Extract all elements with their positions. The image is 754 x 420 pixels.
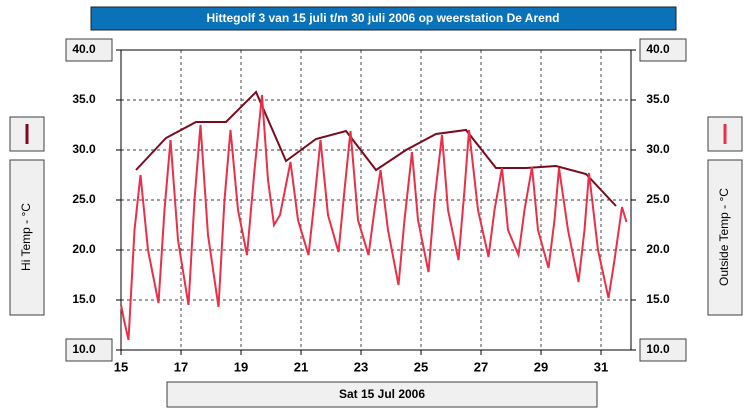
x-tick-label: 25 xyxy=(414,359,428,374)
x-tick-label: 23 xyxy=(354,359,368,374)
x-tick-label: 17 xyxy=(174,359,188,374)
y2-tick-label: 10.0 xyxy=(646,342,670,356)
legend-label: Hi Temp - °C xyxy=(19,203,33,271)
y-tick-label: 30.0 xyxy=(72,142,96,156)
title-box xyxy=(90,6,677,31)
y2-tick-label: 20.0 xyxy=(646,242,670,256)
y2-tick-label: 35.0 xyxy=(646,92,670,106)
series-line xyxy=(120,94,628,341)
legend-label-box xyxy=(9,159,45,316)
legend-label-box xyxy=(707,159,743,316)
y2-tick-box xyxy=(639,338,687,362)
y-tick-box xyxy=(65,38,113,62)
x-tick-label: 31 xyxy=(594,359,608,374)
y-tick-label: 10.0 xyxy=(72,342,96,356)
x-tick-label: 27 xyxy=(474,359,488,374)
y2-tick-label: 25.0 xyxy=(646,192,670,206)
series-line xyxy=(135,90,617,207)
y-tick-box xyxy=(65,338,113,362)
y2-tick-label: 40.0 xyxy=(646,42,670,56)
y2-tick-box xyxy=(639,38,687,62)
x-tick-label: 29 xyxy=(534,359,548,374)
x-axis-label: Sat 15 Jul 2006 xyxy=(339,387,425,401)
y-tick-label: 20.0 xyxy=(72,242,96,256)
y-tick-label: 15.0 xyxy=(72,292,96,306)
legend-icon-box xyxy=(9,116,45,152)
y-tick-label: 25.0 xyxy=(72,192,96,206)
y2-tick-label: 15.0 xyxy=(646,292,670,306)
x-tick-label: 19 xyxy=(234,359,248,374)
y-tick-label: 40.0 xyxy=(72,42,96,56)
x-tick-label: 21 xyxy=(294,359,308,374)
x-tick-label: 15 xyxy=(114,359,128,374)
y2-tick-label: 30.0 xyxy=(646,142,670,156)
legend-label: Outside Temp - °C xyxy=(717,188,731,286)
y-tick-label: 35.0 xyxy=(72,92,96,106)
chart-title: Hittegolf 3 van 15 juli t/m 30 juli 2006… xyxy=(207,11,560,25)
xlabel-box xyxy=(166,381,598,408)
